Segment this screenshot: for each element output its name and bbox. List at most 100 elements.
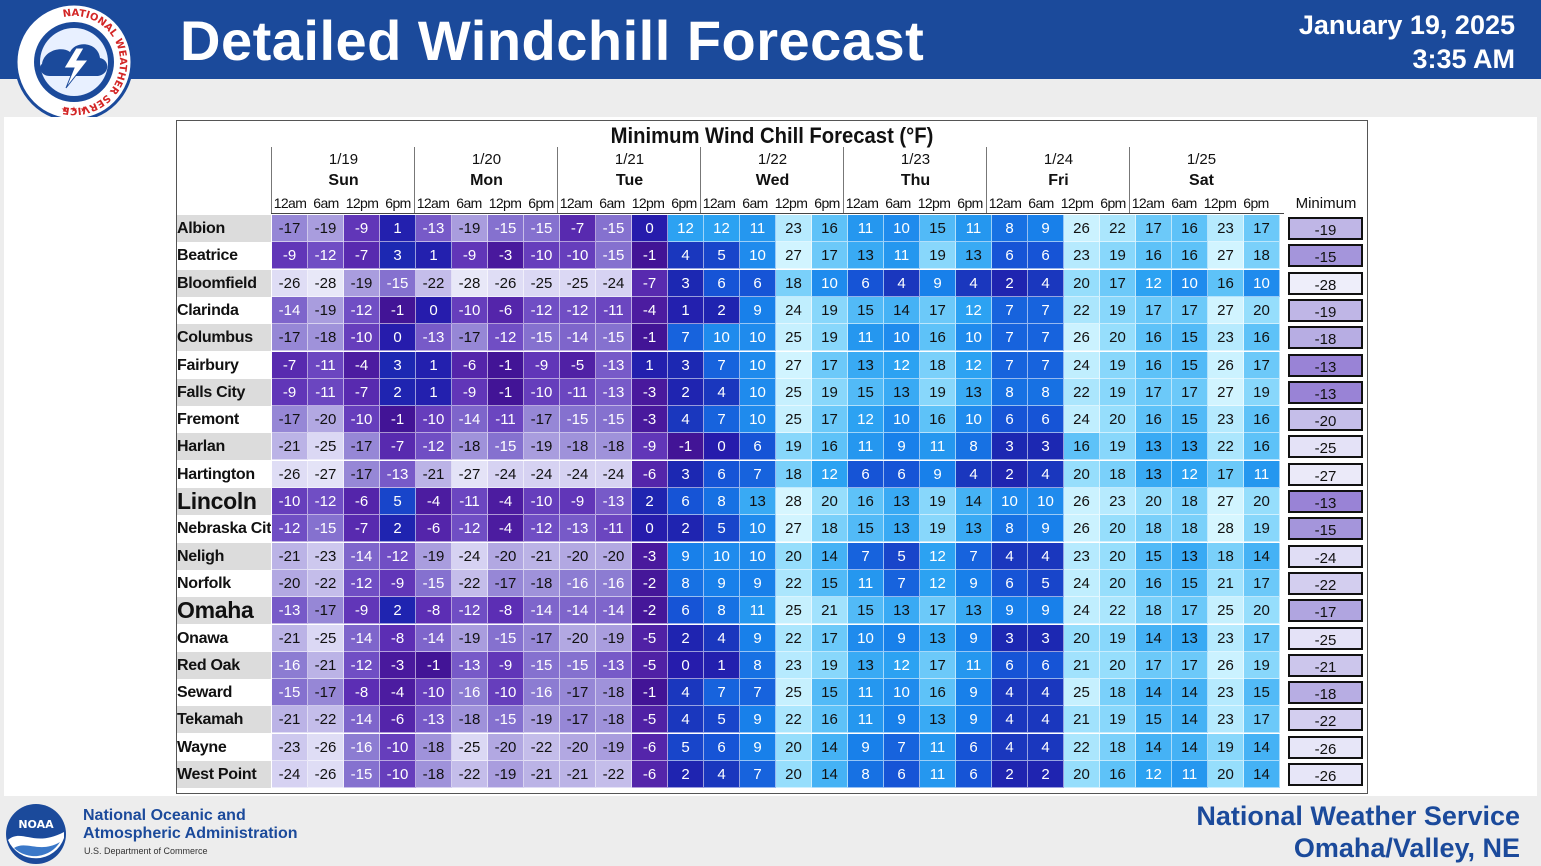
windchill-cell: 0 — [704, 433, 740, 461]
windchill-cell: 4 — [956, 460, 992, 488]
windchill-cell: 14 — [812, 733, 848, 761]
windchill-cell: -21 — [272, 542, 308, 570]
windchill-cell: 16 — [1244, 433, 1280, 461]
windchill-cell: 16 — [1208, 269, 1244, 297]
windchill-cell: 10 — [1172, 269, 1208, 297]
windchill-cell: -7 — [344, 378, 380, 406]
windchill-cell: 17 — [1244, 215, 1280, 242]
windchill-cell: 0 — [632, 515, 668, 543]
windchill-cell: 5 — [380, 488, 416, 515]
windchill-cell: -17 — [452, 324, 488, 352]
windchill-cell: 6 — [740, 433, 776, 461]
windchill-cell: 17 — [1100, 269, 1136, 297]
windchill-cell: -14 — [524, 597, 560, 625]
minimum-cell: -18 — [1288, 681, 1363, 705]
windchill-cell: 6 — [1028, 242, 1064, 270]
day-label: Sat — [1189, 172, 1214, 189]
windchill-cell: 20 — [1100, 569, 1136, 597]
windchill-cell: 19 — [812, 651, 848, 679]
windchill-cell: 13 — [1136, 433, 1172, 461]
windchill-cell: -10 — [344, 406, 380, 434]
windchill-cell: -15 — [596, 215, 632, 242]
windchill-cell: -4 — [488, 515, 524, 543]
windchill-cell: 14 — [1136, 679, 1172, 707]
minimum-cell: -22 — [1288, 708, 1363, 732]
row-location-label: West Point — [177, 761, 271, 788]
windchill-cell: 20 — [1244, 488, 1280, 515]
time-label: 6pm — [814, 195, 840, 211]
windchill-cell: -10 — [488, 679, 524, 707]
windchill-cell: 20 — [1244, 296, 1280, 324]
windchill-cell: 2 — [668, 378, 704, 406]
windchill-cell: 27 — [776, 242, 812, 270]
windchill-cell: 7 — [704, 351, 740, 379]
windchill-cell: -9 — [560, 488, 596, 515]
windchill-cell: 4 — [704, 378, 740, 406]
windchill-cell: -12 — [524, 296, 560, 324]
windchill-cell: -1 — [668, 433, 704, 461]
time-label: 6pm — [385, 195, 411, 211]
windchill-cell: -9 — [524, 351, 560, 379]
windchill-cell: -15 — [560, 651, 596, 679]
time-label: 12am — [988, 195, 1022, 211]
windchill-cell: 22 — [1100, 215, 1136, 242]
windchill-cell: -15 — [488, 624, 524, 652]
windchill-cell: 14 — [1172, 679, 1208, 707]
windchill-cell: 13 — [920, 706, 956, 734]
windchill-cell: -1 — [488, 351, 524, 379]
windchill-cell: 15 — [1172, 351, 1208, 379]
windchill-cell: -19 — [596, 733, 632, 761]
windchill-cell: 27 — [1208, 296, 1244, 324]
windchill-cell: 15 — [1172, 324, 1208, 352]
windchill-cell: 11 — [884, 242, 920, 270]
windchill-cell: 13 — [1172, 433, 1208, 461]
windchill-cell: 1 — [632, 351, 668, 379]
windchill-cell: 16 — [1244, 324, 1280, 352]
windchill-cell: -6 — [632, 733, 668, 761]
row-location-label: Lincoln — [177, 488, 271, 515]
windchill-cell: 6 — [704, 460, 740, 488]
windchill-cell: -27 — [308, 460, 344, 488]
issue-datetime: January 19, 2025 3:35 AM — [1299, 8, 1515, 76]
page-title: Detailed Windchill Forecast — [180, 9, 925, 72]
windchill-cell: 14 — [1244, 542, 1280, 570]
windchill-cell: -6 — [632, 761, 668, 788]
windchill-cell: 9 — [956, 624, 992, 652]
windchill-cell: 19 — [1100, 706, 1136, 734]
minimum-header: Minimum — [1295, 195, 1357, 212]
windchill-cell: -24 — [272, 761, 308, 788]
minimum-cell: -13 — [1288, 380, 1363, 404]
windchill-cell: 4 — [668, 679, 704, 707]
windchill-cell: 17 — [1172, 378, 1208, 406]
windchill-cell: -13 — [416, 706, 452, 734]
windchill-cell: 4 — [1028, 733, 1064, 761]
windchill-cell: 3 — [668, 269, 704, 297]
windchill-cell: 4 — [1028, 542, 1064, 570]
day-separator — [1129, 147, 1130, 213]
windchill-cell: 6 — [668, 488, 704, 515]
windchill-cell: -1 — [380, 296, 416, 324]
windchill-cell: 4 — [956, 269, 992, 297]
windchill-cell: 22 — [1064, 733, 1100, 761]
day-label: Wed — [755, 172, 790, 189]
windchill-cell: 10 — [884, 215, 920, 242]
windchill-cell: 9 — [956, 569, 992, 597]
windchill-cell: 7 — [740, 761, 776, 788]
windchill-cell: 8 — [848, 761, 884, 788]
windchill-cell: -20 — [272, 569, 308, 597]
windchill-cell: -15 — [596, 406, 632, 434]
windchill-cell: 12 — [884, 651, 920, 679]
windchill-cell: 6 — [668, 597, 704, 625]
windchill-cell: -28 — [308, 269, 344, 297]
windchill-cell: 4 — [668, 706, 704, 734]
minimum-cell: -26 — [1288, 735, 1363, 759]
windchill-cell: -10 — [560, 242, 596, 270]
windchill-cell: 8 — [740, 651, 776, 679]
row-location-label: Wayne — [177, 733, 271, 761]
minimum-cell: -18 — [1288, 326, 1363, 350]
windchill-cell: -16 — [596, 569, 632, 597]
time-label: 12pm — [774, 195, 808, 211]
windchill-cell: -14 — [560, 597, 596, 625]
date-label: 1/19 — [328, 151, 359, 168]
windchill-cell: 19 — [920, 488, 956, 515]
